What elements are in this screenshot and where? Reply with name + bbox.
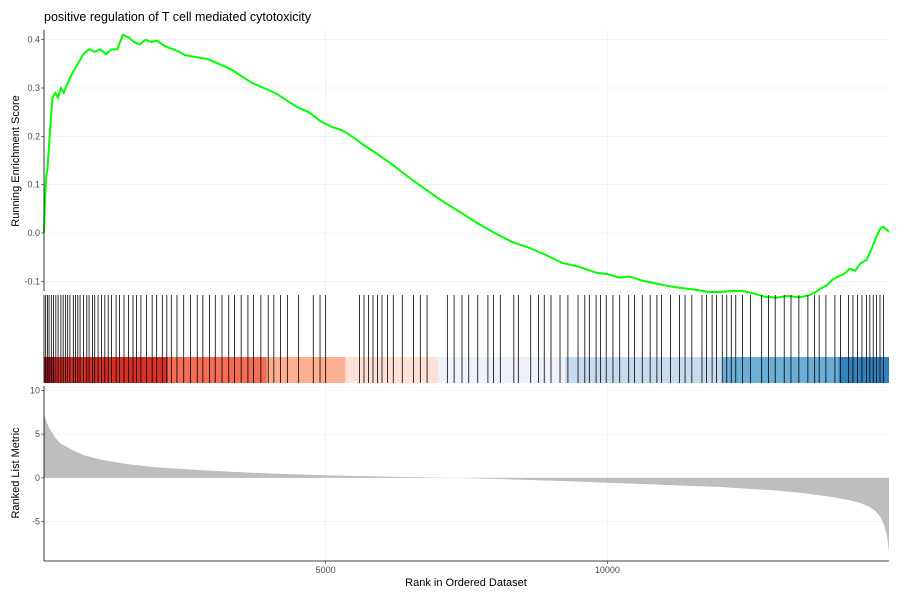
rank-color-band <box>44 357 56 383</box>
y-tick-label: 5 <box>35 429 40 439</box>
y-tick-label: -0.1 <box>24 276 40 286</box>
y-tick-label: 0.2 <box>27 131 40 141</box>
y-tick-label: -5 <box>32 517 40 527</box>
rank-color-band <box>722 357 839 383</box>
rank-color-band <box>438 357 566 383</box>
y-tick-label: 0.0 <box>27 228 40 238</box>
y-tick-label: 0.3 <box>27 83 40 93</box>
rank-color-band <box>345 357 439 383</box>
y-tick-label: 0.4 <box>27 35 40 45</box>
rank-color-band <box>838 357 889 383</box>
x-axis-title: Rank in Ordered Dataset <box>405 577 527 589</box>
ranked-metric-panel: 10 5 0 -5 5000 10000 <box>30 385 889 575</box>
running-score-panel: -0.1 0.0 0.1 0.2 0.3 0.4 <box>24 30 890 299</box>
y-tick-label: 10 <box>30 385 40 395</box>
plot-title: positive regulation of T cell mediated c… <box>44 10 312 24</box>
x-tick-label: 10000 <box>595 565 620 575</box>
rank-color-band <box>565 357 723 383</box>
x-tick-label: 5000 <box>316 565 336 575</box>
running-score-line <box>43 33 890 299</box>
ranked-metric-axis-title: Ranked List Metric <box>10 427 22 519</box>
ranked-metric-area <box>44 412 889 553</box>
y-tick-label: 0 <box>35 473 40 483</box>
gene-hits-panel <box>43 295 889 383</box>
rank-color-band <box>266 357 346 383</box>
y-tick-label: 0.1 <box>27 180 40 190</box>
running-score-axis-title: Running Enrichment Score <box>10 95 22 226</box>
rank-color-band <box>167 357 267 383</box>
